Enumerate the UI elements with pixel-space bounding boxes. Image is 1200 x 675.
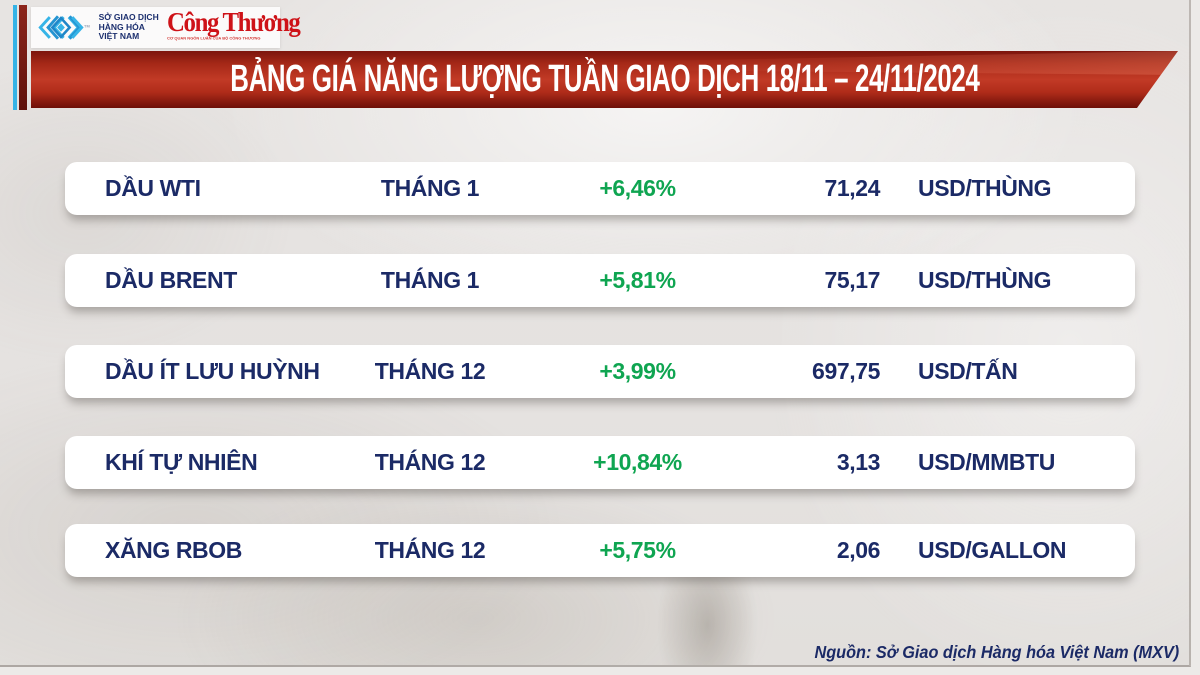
price-unit: USD/GALLON bbox=[918, 537, 1067, 563]
commodity-name: KHÍ TỰ NHIÊN bbox=[105, 449, 258, 475]
weekly-change: +5,81% bbox=[599, 267, 676, 293]
price-row-khi-tu-nhien: KHÍ TỰ NHIÊN THÁNG 12 +10,84% 3,13 USD/M… bbox=[65, 436, 1135, 489]
price-row-dau-brent: DẦU BRENT THÁNG 1 +5,81% 75,17 USD/THÙNG bbox=[65, 254, 1135, 307]
price-value: 75,17 bbox=[824, 267, 880, 293]
commodity-name: DẦU WTI bbox=[105, 175, 201, 201]
mxv-org-line-3: VIỆT NAM bbox=[98, 31, 140, 42]
commodity-name: DẦU BRENT bbox=[105, 267, 237, 293]
congthuong-logo: Công Thương CƠ QUAN NGÔN LUẬN CỦA BỘ CÔN… bbox=[166, 7, 354, 45]
contract-month: THÁNG 12 bbox=[374, 358, 486, 384]
page-title: BẢNG GIÁ NĂNG LƯỢNG TUẦN GIAO DỊCH 18/11… bbox=[229, 58, 980, 100]
header-logo-strip: TM SỞ GIAO DỊCH HÀNG HÓA VIỆT NAM Công T… bbox=[31, 7, 301, 48]
weekly-change: +10,84% bbox=[593, 449, 682, 475]
contract-month: THÁNG 1 bbox=[380, 267, 480, 293]
price-unit: USD/TẤN bbox=[918, 358, 1018, 384]
accent-bar-cyan bbox=[13, 5, 17, 110]
trademark-mark: TM bbox=[84, 24, 90, 29]
accent-bar-maroon bbox=[19, 5, 27, 110]
mxv-org-name: SỞ GIAO DỊCH HÀNG HÓA VIỆT NAM bbox=[99, 13, 159, 42]
weekly-change: +3,99% bbox=[599, 358, 676, 384]
price-row-xang-rbob: XĂNG RBOB THÁNG 12 +5,75% 2,06 USD/GALLO… bbox=[65, 524, 1135, 577]
price-value: 71,24 bbox=[824, 175, 880, 201]
contract-month: THÁNG 12 bbox=[374, 449, 486, 475]
price-value: 3,13 bbox=[836, 449, 881, 475]
congthuong-tagline: CƠ QUAN NGÔN LUẬN CỦA BỘ CÔNG THƯƠNG bbox=[166, 36, 261, 41]
price-value: 697,75 bbox=[812, 358, 880, 384]
congthuong-masthead: Công Thương bbox=[166, 7, 301, 37]
price-unit: USD/THÙNG bbox=[918, 175, 1052, 201]
mxv-org-line-1: SỞ GIAO DỊCH bbox=[98, 12, 159, 23]
price-value: 2,06 bbox=[836, 537, 881, 563]
price-row-dau-wti: DẦU WTI THÁNG 1 +6,46% 71,24 USD/THÙNG bbox=[65, 162, 1135, 215]
price-row-dau-it-luu-huynh: DẦU ÍT LƯU HUỲNH THÁNG 12 +3,99% 697,75 … bbox=[65, 345, 1135, 398]
price-unit: USD/MMBTU bbox=[918, 449, 1055, 475]
contract-month: THÁNG 1 bbox=[380, 175, 480, 201]
commodity-name: XĂNG RBOB bbox=[105, 537, 242, 563]
weekly-change: +5,75% bbox=[599, 537, 676, 563]
mxv-org-line-2: HÀNG HÓA bbox=[98, 21, 145, 32]
weekly-change: +6,46% bbox=[599, 175, 676, 201]
mxv-diamond-logo-icon bbox=[38, 15, 84, 40]
title-banner: BẢNG GIÁ NĂNG LƯỢNG TUẦN GIAO DỊCH 18/11… bbox=[31, 51, 1178, 108]
price-unit: USD/THÙNG bbox=[918, 267, 1052, 293]
commodity-name: DẦU ÍT LƯU HUỲNH bbox=[105, 358, 320, 384]
contract-month: THÁNG 12 bbox=[374, 537, 486, 563]
source-note: Nguồn: Sở Giao dịch Hàng hóa Việt Nam (M… bbox=[814, 642, 1179, 662]
